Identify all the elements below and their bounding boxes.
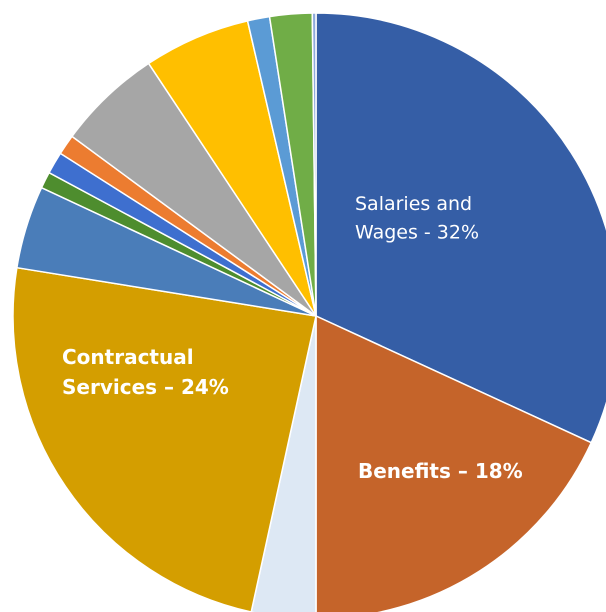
pie-slice-3 [12,266,317,612]
pie-slice-label-1: Benefits – 18% [358,459,523,483]
pie-slice-label-line: Salaries and [355,193,472,215]
pie-slice-label-line: Wages - 32% [355,222,479,244]
pie-slice-1 [315,314,593,612]
pie-slice-0 [315,12,606,444]
pie-slice-label-0: Salaries and Wages - 32% [355,193,479,244]
pie-labels: Salaries and Wages - 32% Benefits – 18% Con… [62,193,523,483]
pie-slice-label-line: Benefits – 18% [358,459,523,483]
pie-slice-label-line: Contractual [62,345,194,369]
pie-slice-label-3: Contractual Services – 24% [62,345,229,399]
pie-slice-12 [311,12,317,317]
pie-slices [12,12,606,612]
pie-slice-label-line: Services – 24% [62,375,229,399]
